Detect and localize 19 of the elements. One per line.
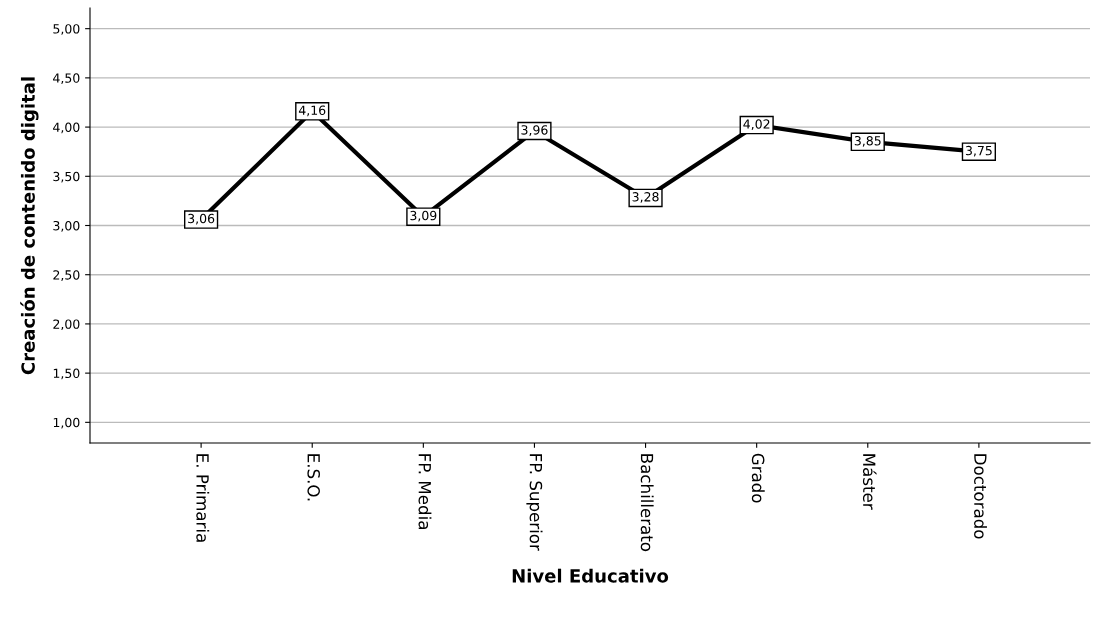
x-tick-label: Bachillerato bbox=[640, 454, 654, 552]
y-tick-label: 3,50 bbox=[53, 171, 80, 183]
x-tick-label: FP. Superior bbox=[526, 454, 543, 551]
x-tick-label: E. Primaria bbox=[196, 454, 210, 542]
y-tick-label: 4,50 bbox=[53, 73, 80, 85]
y-tick-label: 3,00 bbox=[53, 220, 80, 232]
y-axis-title: Creación de contenido digital bbox=[20, 77, 39, 375]
x-tick-label: E.S.O. bbox=[307, 454, 320, 501]
y-tick-label: 2,50 bbox=[53, 270, 80, 281]
x-tick-label: Grado bbox=[751, 453, 765, 503]
y-tick-label: 2,00 bbox=[53, 319, 80, 331]
y-tick-label: 4,00 bbox=[53, 122, 80, 134]
x-axis-title: Nivel Educativo bbox=[512, 568, 669, 583]
x-tick-label: Máster bbox=[862, 454, 877, 510]
y-tick-label: 1,00 bbox=[53, 417, 80, 429]
x-tick-label: FP. Media bbox=[418, 454, 432, 529]
x-tick-label: Doctorado bbox=[974, 454, 987, 539]
y-tick-label: 1,50 bbox=[53, 368, 80, 380]
y-tick-label: 5,00 bbox=[53, 24, 80, 35]
